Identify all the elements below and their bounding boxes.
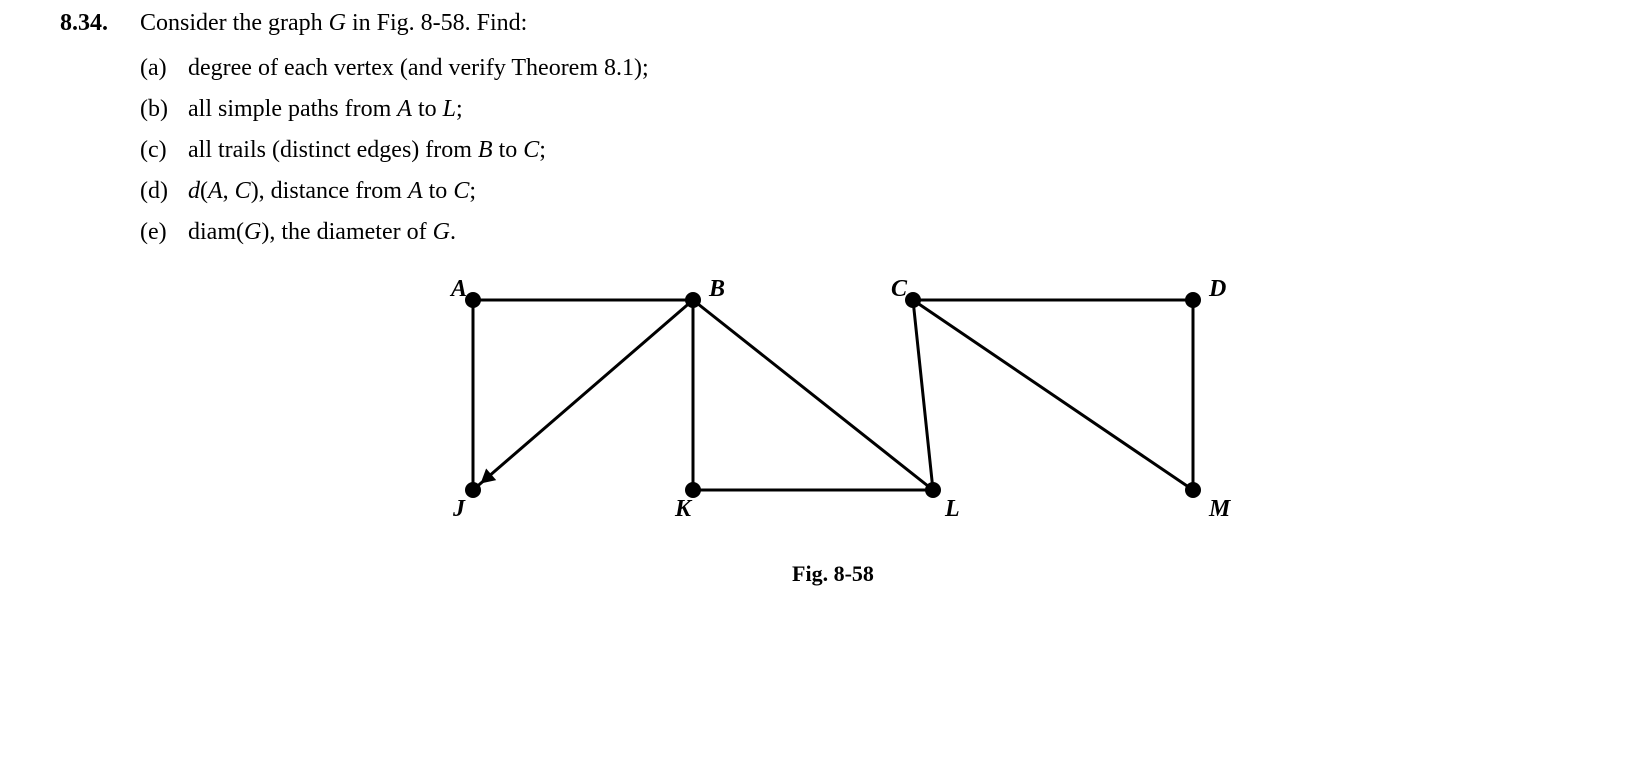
graph-edge: [913, 300, 1193, 490]
part-label: (c): [140, 137, 188, 164]
part-text: all simple paths from A to L;: [188, 96, 463, 123]
problem-part: (b)all simple paths from A to L;: [140, 96, 1606, 123]
graph-vertex: [905, 292, 921, 308]
graph-edge: [913, 300, 933, 490]
part-label: (e): [140, 219, 188, 246]
part-text: diam(G), the diameter of G.: [188, 219, 456, 246]
vertex-label: A: [449, 276, 467, 302]
part-text: degree of each vertex (and verify Theore…: [188, 55, 649, 82]
vertex-label: L: [944, 496, 960, 522]
vertex-label: B: [708, 276, 725, 302]
graph-vertex: [1185, 292, 1201, 308]
graph-edge: [693, 300, 933, 490]
vertex-label: M: [1208, 496, 1232, 522]
graph-vertex: [925, 482, 941, 498]
graph-edge: [473, 300, 693, 490]
part-label: (b): [140, 96, 188, 123]
graph-figure: A B C D J K L M: [413, 260, 1253, 540]
stem-graph-symbol: G: [329, 10, 346, 36]
vertex-label: D: [1208, 276, 1226, 302]
page-root: 8.34. Consider the graph G in Fig. 8-58.…: [0, 0, 1646, 770]
problem-part: (c)all trails (distinct edges) from B to…: [140, 137, 1606, 164]
problem-header: 8.34. Consider the graph G in Fig. 8-58.…: [60, 10, 1606, 37]
stem-prefix: Consider the graph: [140, 10, 329, 36]
vertex-label: C: [891, 276, 908, 302]
figure-svg-container: A B C D J K L M: [413, 260, 1253, 545]
problem-part: (d)d(A, C), distance from A to C;: [140, 178, 1606, 205]
problem-parts: (a)degree of each vertex (and verify The…: [140, 55, 1606, 246]
problem-part: (e)diam(G), the diameter of G.: [140, 219, 1606, 246]
graph-vertex: [465, 292, 481, 308]
part-text: all trails (distinct edges) from B to C;: [188, 137, 546, 164]
vertex-label: J: [452, 496, 466, 522]
figure-wrap: A B C D J K L M Fig. 8-58: [60, 260, 1606, 587]
vertex-label: K: [674, 496, 693, 522]
problem-stem: Consider the graph G in Fig. 8-58. Find:: [140, 10, 527, 37]
part-label: (a): [140, 55, 188, 82]
graph-vertex: [685, 292, 701, 308]
part-text: d(A, C), distance from A to C;: [188, 178, 476, 205]
graph-vertex: [465, 482, 481, 498]
part-label: (d): [140, 178, 188, 205]
problem-part: (a)degree of each vertex (and verify The…: [140, 55, 1606, 82]
problem-number: 8.34.: [60, 10, 140, 37]
stem-mid: in Fig. 8-58. Find:: [346, 10, 527, 36]
figure-caption: Fig. 8-58: [60, 561, 1606, 587]
graph-vertex: [1185, 482, 1201, 498]
